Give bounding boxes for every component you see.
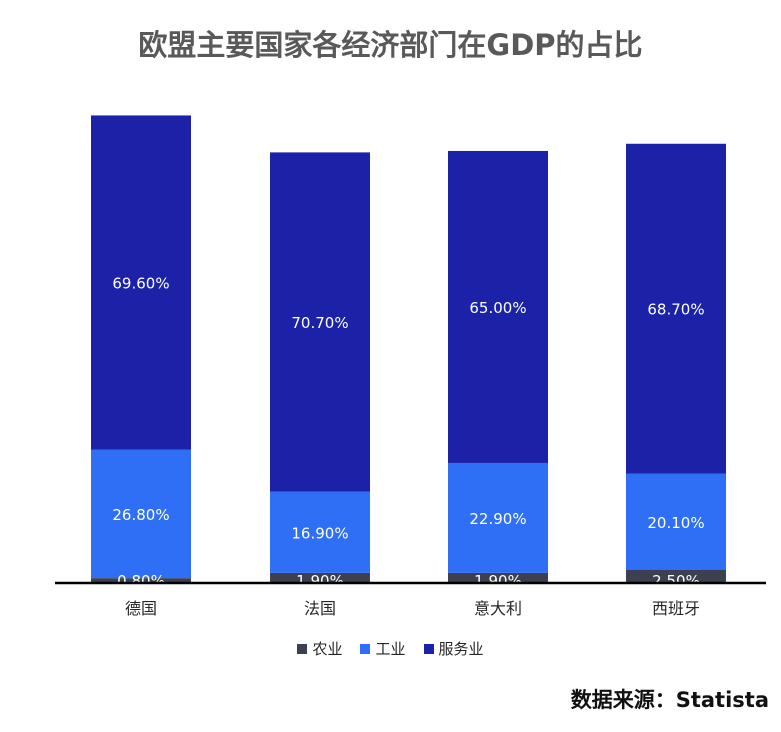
bars-group	[91, 115, 726, 582]
data-label-agriculture-4: 2.50%	[652, 572, 700, 590]
bar-segment-industry-1	[91, 449, 191, 579]
data-label-agriculture-3: 1.90%	[474, 572, 522, 590]
bar-segment-agriculture-4	[626, 570, 726, 582]
category-label-4: 西班牙	[652, 599, 700, 618]
bar-segment-agriculture-3	[448, 572, 548, 582]
legend-swatch-services	[423, 643, 434, 654]
legend-swatch-industry	[360, 643, 371, 654]
bar-segment-agriculture-2	[270, 572, 370, 582]
legend-label-industry: 工业	[375, 640, 406, 658]
chart-title: 欧盟主要国家各经济部门在GDP的占比	[138, 28, 643, 62]
legend-swatch-agriculture	[297, 643, 308, 654]
legend: 农业 工业 服务业	[0, 638, 781, 659]
data-label-services-4: 68.70%	[647, 301, 704, 319]
data-labels-group: 0.80% 26.80% 69.60% 1.90% 16.90% 70.70% 1.90% 2…	[112, 274, 704, 590]
legend-item-industry: 工业	[360, 638, 406, 659]
legend-item-services: 服务业	[423, 638, 484, 659]
bar-segment-industry-2	[270, 491, 370, 573]
data-label-services-3: 65.00%	[469, 299, 526, 317]
category-label-1: 德国	[125, 599, 157, 618]
source-note: 数据来源：Statista	[570, 688, 769, 712]
data-label-industry-2: 16.90%	[291, 524, 348, 542]
bar-segment-services-3	[448, 150, 548, 463]
bar-segment-agriculture-1	[91, 578, 191, 582]
category-label-2: 法国	[304, 599, 336, 618]
bar-segment-services-1	[91, 115, 191, 450]
data-label-industry-3: 22.90%	[469, 510, 526, 528]
bar-segment-industry-3	[448, 462, 548, 573]
legend-label-services: 服务业	[438, 640, 484, 658]
data-label-industry-4: 20.10%	[647, 514, 704, 532]
data-label-agriculture-2: 1.90%	[296, 572, 344, 590]
bar-segment-services-4	[626, 143, 726, 474]
data-label-services-1: 69.60%	[112, 274, 169, 292]
data-label-services-2: 70.70%	[291, 314, 348, 332]
legend-item-agriculture: 农业	[297, 638, 342, 659]
data-label-industry-1: 26.80%	[112, 506, 169, 524]
bar-segment-industry-4	[626, 473, 726, 570]
category-label-3: 意大利	[474, 599, 522, 618]
legend-label-agriculture: 农业	[312, 640, 343, 658]
bar-segment-services-2	[270, 152, 370, 492]
data-label-agriculture-1: 0.80%	[117, 572, 165, 590]
category-labels-group: 德国 法国 意大利 西班牙	[125, 599, 700, 618]
